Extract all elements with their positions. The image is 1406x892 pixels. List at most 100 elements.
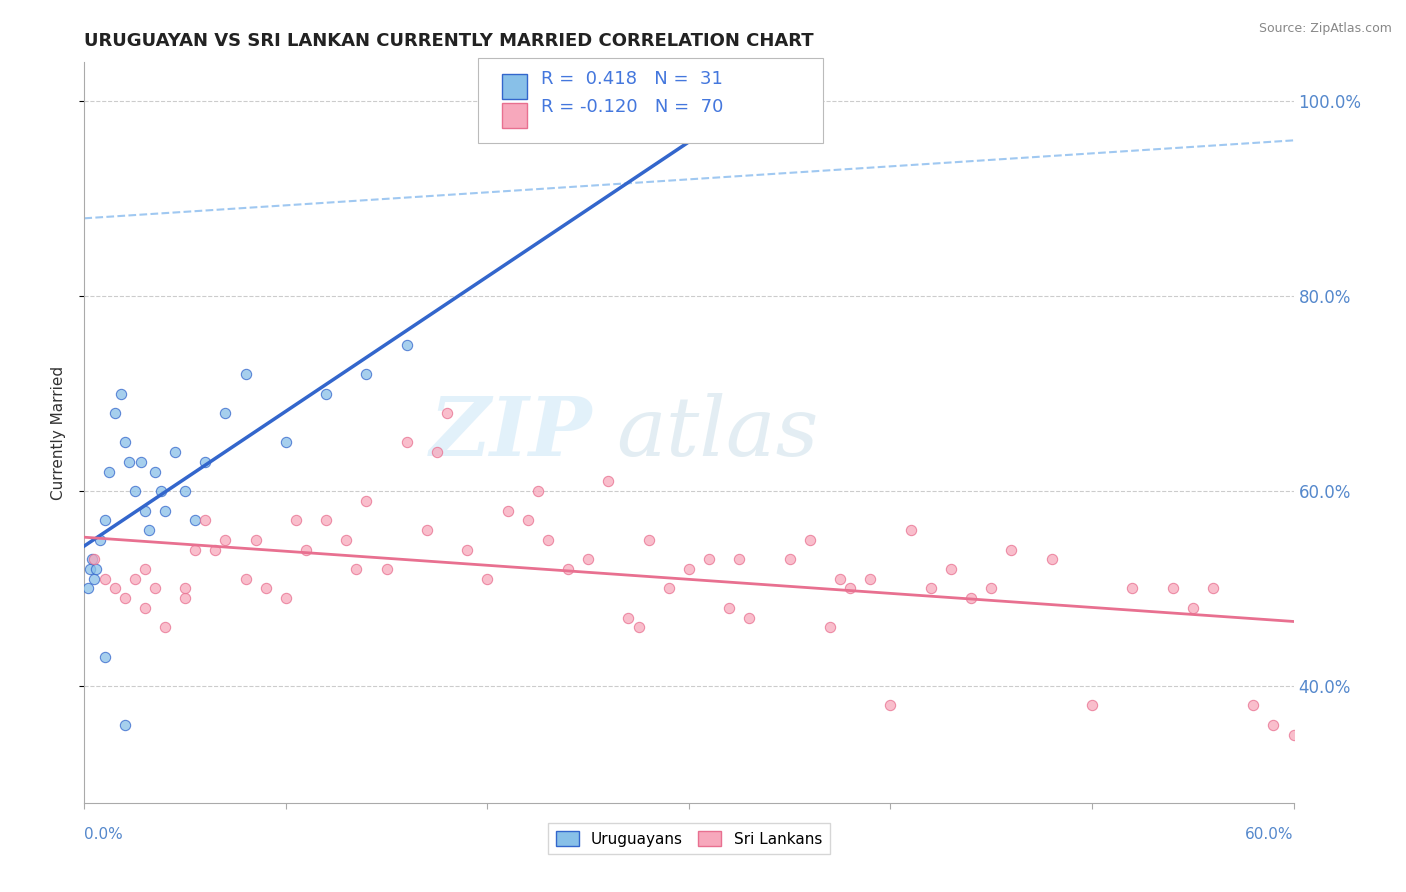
Text: R =  0.418   N =  31: R = 0.418 N = 31 [541,70,723,87]
Point [97,465,120,479]
Point [83,552,105,566]
Point [315,513,337,527]
Point [153,620,176,634]
Point [1081,698,1104,713]
Point [82,552,104,566]
Point [678,562,700,576]
Point [697,552,720,566]
Point [728,552,751,566]
Point [637,533,659,547]
Point [335,533,357,547]
Point [174,591,197,606]
Point [477,572,499,586]
Point [295,542,318,557]
Point [110,386,132,401]
Point [346,562,368,576]
Point [627,620,650,634]
Point [184,513,207,527]
Point [138,523,160,537]
Y-axis label: Currently Married: Currently Married [51,366,66,500]
Point [527,484,550,499]
Text: URUGUAYAN VS SRI LANKAN CURRENTLY MARRIED CORRELATION CHART: URUGUAYAN VS SRI LANKAN CURRENTLY MARRIE… [84,32,814,50]
Point [274,591,297,606]
Point [194,513,217,527]
Point [779,552,801,566]
Point [134,503,156,517]
Point [1263,718,1285,732]
Point [124,572,146,586]
Point [375,562,398,576]
Point [118,455,141,469]
Point [1241,698,1264,713]
Point [134,562,156,576]
Point [89,533,111,547]
Point [104,582,127,596]
Point [980,582,1002,596]
Point [1282,728,1305,742]
Point [83,572,105,586]
Point [658,582,681,596]
Point [900,523,922,537]
Point [165,445,187,459]
Point [114,591,136,606]
Point [86,562,108,576]
Point [617,610,640,624]
Point [235,367,257,381]
Point [149,484,172,499]
Point [1000,542,1022,557]
Point [194,455,217,469]
Point [576,552,599,566]
Point [114,435,136,450]
Point [124,484,146,499]
Point [426,445,449,459]
Point [395,338,418,352]
Point [93,513,115,527]
Point [235,572,257,586]
Point [859,572,882,586]
Legend: Uruguayans, Sri Lankans: Uruguayans, Sri Lankans [548,823,830,855]
Point [830,572,852,586]
Point [214,406,236,420]
Point [537,533,560,547]
Point [104,406,127,420]
Point [799,533,821,547]
Point [1202,582,1225,596]
Point [134,601,156,615]
Point [496,503,519,517]
Point [436,406,458,420]
Point [1181,601,1204,615]
Point [839,582,862,596]
Point [356,367,378,381]
Text: 0.0%: 0.0% [84,827,124,842]
Point [143,582,166,596]
Point [77,582,100,596]
Point [1161,582,1184,596]
Point [79,562,101,576]
Point [879,698,901,713]
Text: 60.0%: 60.0% [1246,827,1294,842]
Point [274,435,297,450]
Text: R = -0.120   N =  70: R = -0.120 N = 70 [541,98,724,116]
Point [245,533,267,547]
Point [214,533,236,547]
Point [1040,552,1063,566]
Point [254,582,277,596]
Text: atlas: atlas [616,392,818,473]
Point [920,582,942,596]
Point [174,484,197,499]
Point [184,542,207,557]
Point [129,455,152,469]
Point [818,620,841,634]
Point [174,582,197,596]
Point [114,718,136,732]
Point [416,523,439,537]
Point [718,601,741,615]
Point [960,591,983,606]
Point [598,475,620,489]
Point [315,386,337,401]
Point [1121,582,1143,596]
Point [356,493,378,508]
Point [153,503,176,517]
Point [204,542,226,557]
Point [939,562,962,576]
